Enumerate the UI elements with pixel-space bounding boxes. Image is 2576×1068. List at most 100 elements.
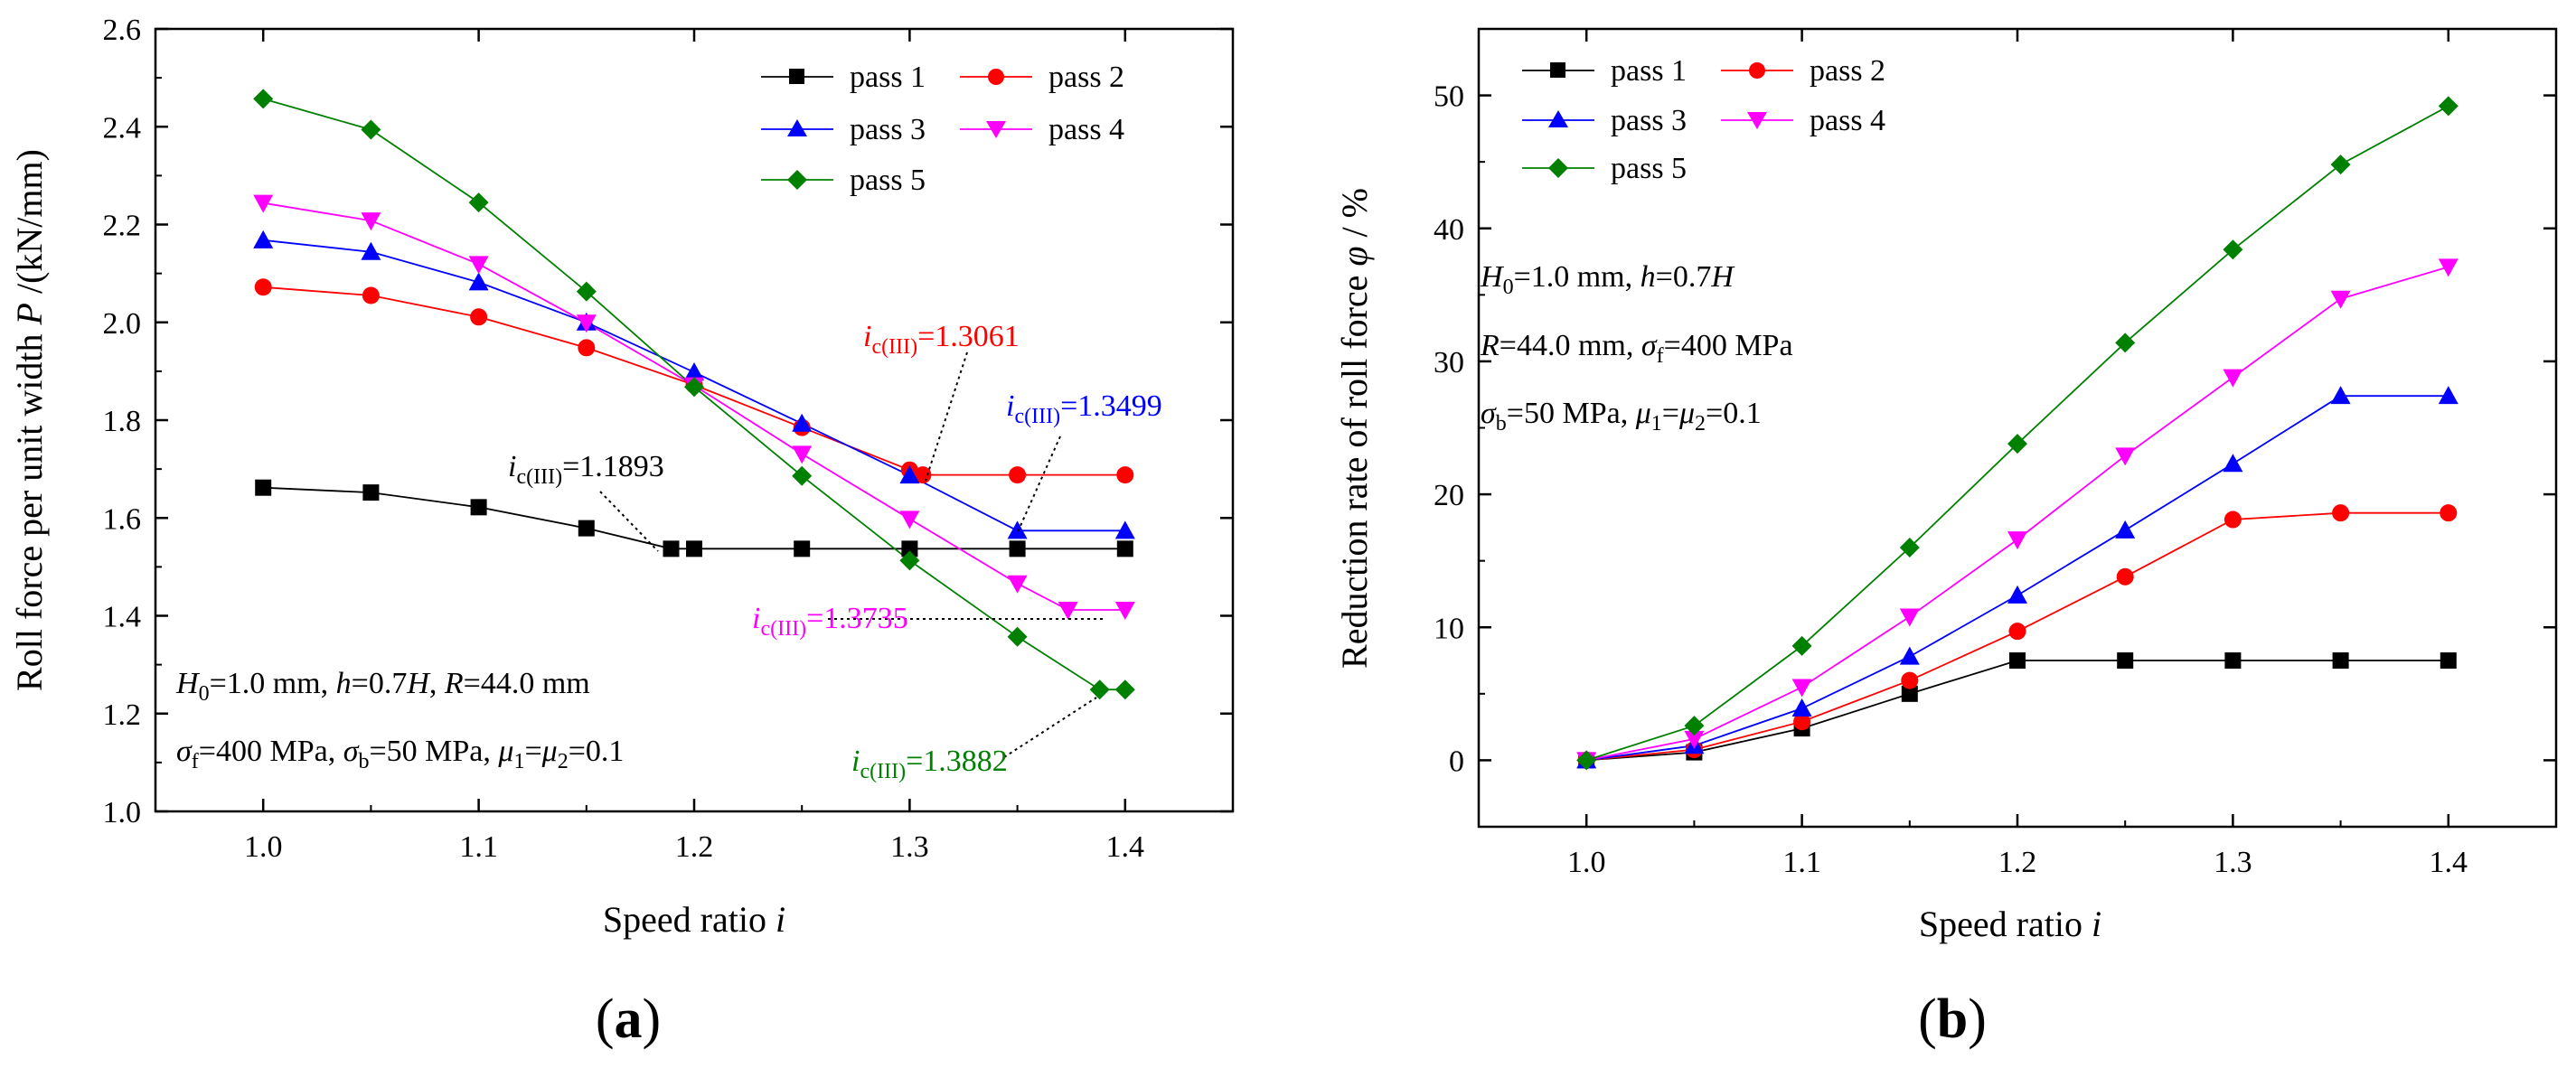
chart-b-series-1-point (2224, 652, 2242, 670)
chart-a-series-1-point (901, 540, 918, 557)
chart-b-series-2-point (1901, 671, 1919, 689)
chart-a-series-2-point (1116, 466, 1134, 484)
annot-1-3499: ic(III)=1.3499 (1006, 389, 1162, 428)
chart-b: 0 10 20 30 40 50 1.0 1.1 1.2 1.3 1.4 pass 1 pass … (1334, 27, 2558, 1050)
chart-b-series-2-point (2116, 567, 2134, 586)
chart-a-series-4-point (1007, 575, 1028, 594)
chart-a-series-2-point (578, 339, 596, 357)
chart-b-series-4-point (2330, 290, 2351, 309)
chart-b-series-3-point (2330, 386, 2351, 405)
chart-a-series-1-point (1009, 540, 1026, 557)
chart-a-series-3-point (1007, 520, 1028, 539)
chart-b-conditions-line1: H0=1.0 mm, h=0.7H (1480, 260, 1735, 299)
chart-b-series-5-point (2330, 155, 2351, 175)
legend-b-pass-2: pass 2 (1721, 54, 1885, 88)
chart-a-series-1-point (470, 499, 487, 516)
chart-a-x-ticks: 1.0 1.1 1.2 1.3 1.4 (244, 29, 1144, 864)
chart-a-series-4-point (899, 511, 920, 529)
legend-b-pass-5: pass 5 (1522, 152, 1687, 185)
leader-1-3061 (925, 351, 968, 482)
chart-b-series-3-point (1899, 646, 1920, 665)
leader-1-3882 (1003, 697, 1097, 758)
legend-b-pass-3: pass 3 (1522, 104, 1687, 137)
chart-b-series-2-point (2332, 504, 2350, 522)
chart-a-series-1-point (686, 540, 702, 557)
chart-b-series-3-point (2223, 454, 2243, 473)
chart-a-series-1-point (362, 484, 380, 501)
chart-a-series-4-line (263, 201, 1125, 611)
chart-b-series-5-point (1791, 635, 1812, 656)
chart-b-y-ticks: 0 10 20 30 40 50 (1434, 80, 2556, 778)
chart-b-series-5-point (1576, 750, 1597, 771)
legend-a-pass-4: pass 4 (960, 113, 1124, 146)
chart-a-conditions-line2: σf=400 MPa, σb=50 MPa, μ1=μ2=0.1 (176, 735, 624, 773)
chart-b-y-axis-title: Reduction rate of roll force φ / % (1334, 188, 1375, 669)
chart-a-xtick-label: 1.3 (890, 830, 929, 864)
chart-b-x-axis-title: Speed ratio i (1919, 904, 2101, 944)
legend-a-pass-2: pass 2 (960, 61, 1124, 94)
chart-a-series-3-point (1114, 520, 1135, 539)
chart-a-legend: pass 1 pass 2 pass 3 pass 4 pass 5 (761, 61, 1124, 197)
annot-1-3735: ic(III)=1.3735 (752, 602, 908, 641)
chart-b-series-1-point (2117, 652, 2134, 670)
chart-b-x-ticks: 1.0 1.1 1.2 1.3 1.4 (1567, 29, 2468, 879)
chart-b-xtick-label: 1.2 (1998, 846, 2037, 879)
chart-a-series-3-point (684, 361, 704, 380)
chart-b-xtick-label: 1.4 (2430, 846, 2468, 879)
chart-a-xtick-label: 1.0 (244, 830, 283, 864)
chart-a-panel-label: (a) (596, 988, 661, 1050)
chart-b-ytick-label: 10 (1434, 612, 1464, 645)
chart-b-series-3-point (2115, 520, 2136, 539)
annot-1-3882: ic(III)=1.3882 (851, 745, 1008, 783)
chart-a-series-5-point (1007, 626, 1028, 647)
chart-b-ytick-label: 0 (1449, 745, 1464, 778)
chart-a-series-2-point (1009, 466, 1027, 484)
chart-a-series-5-point (468, 192, 489, 213)
chart-a-series-4-point (253, 194, 274, 213)
legend-b-pass-1: pass 1 (1522, 54, 1687, 88)
chart-a-series-3-point (792, 413, 813, 432)
chart-a-conditions-line1: H0=1.0 mm, h=0.7H, R=44.0 mm (175, 667, 590, 706)
chart-a-series-3-point (361, 241, 381, 260)
chart-a-series-5-line (262, 98, 1125, 691)
chart-b-series-4-point (2223, 369, 2243, 388)
chart-a-series-3-point (253, 230, 274, 248)
chart-a-series-1-point (663, 540, 680, 557)
chart-b-ytick-label: 50 (1434, 80, 1464, 114)
chart-a-annotation-leaders (599, 351, 1104, 758)
legend-a-pass-5: pass 5 (761, 164, 926, 197)
chart-b-series-5-point (2115, 333, 2136, 353)
chart-a-xtick-label: 1.2 (675, 830, 714, 864)
chart-a-ytick-label: 2.0 (103, 307, 142, 341)
chart-b-conditions-line2: R=44.0 mm, σf=400 MPa (1480, 329, 1793, 368)
legend-a-pass-5-label: pass 5 (850, 164, 926, 197)
chart-b-series-3-point (1791, 698, 1812, 717)
annot-1-1893: ic(III)=1.1893 (508, 450, 664, 489)
chart-b-ytick-label: 20 (1434, 479, 1464, 512)
chart-b-series-2-point (2440, 504, 2458, 522)
chart-b-series-4-point (2438, 258, 2458, 277)
legend-b-pass-4: pass 4 (1721, 104, 1885, 137)
chart-a-series-1-point (578, 520, 595, 537)
chart-a-series-5-point (684, 377, 704, 398)
chart-b-series-5-point (1899, 537, 1920, 557)
chart-b-series-1-point (2332, 652, 2349, 670)
chart-b-series-1-point (2009, 652, 2026, 670)
chart-b-series-1-point (2440, 652, 2457, 670)
chart-a-ytick-label: 1.4 (103, 601, 142, 634)
chart-a-series-5-point (361, 119, 381, 140)
chart-a-series-5-point (253, 89, 274, 109)
chart-a-series-3-point (468, 272, 489, 291)
chart-a-ytick-label: 1.8 (103, 405, 142, 438)
chart-a-series-1-point (1116, 540, 1133, 557)
legend-b-pass-1-label: pass 1 (1611, 54, 1687, 88)
chart-b-series-5-point (1684, 716, 1705, 736)
chart-b-series-3-point (2438, 386, 2458, 405)
chart-a-ytick-label: 1.0 (103, 796, 142, 829)
chart-a-series-2-point (362, 286, 380, 304)
chart-a: 1.0 1.2 1.4 1.6 1.8 2.0 2.2 2.4 2.6 1.0 1.1 1.2 1.3… (9, 14, 1235, 1050)
legend-b-pass-3-label: pass 3 (1611, 104, 1687, 137)
chart-a-series-4-point (792, 445, 813, 464)
chart-b-xtick-label: 1.0 (1567, 846, 1606, 879)
